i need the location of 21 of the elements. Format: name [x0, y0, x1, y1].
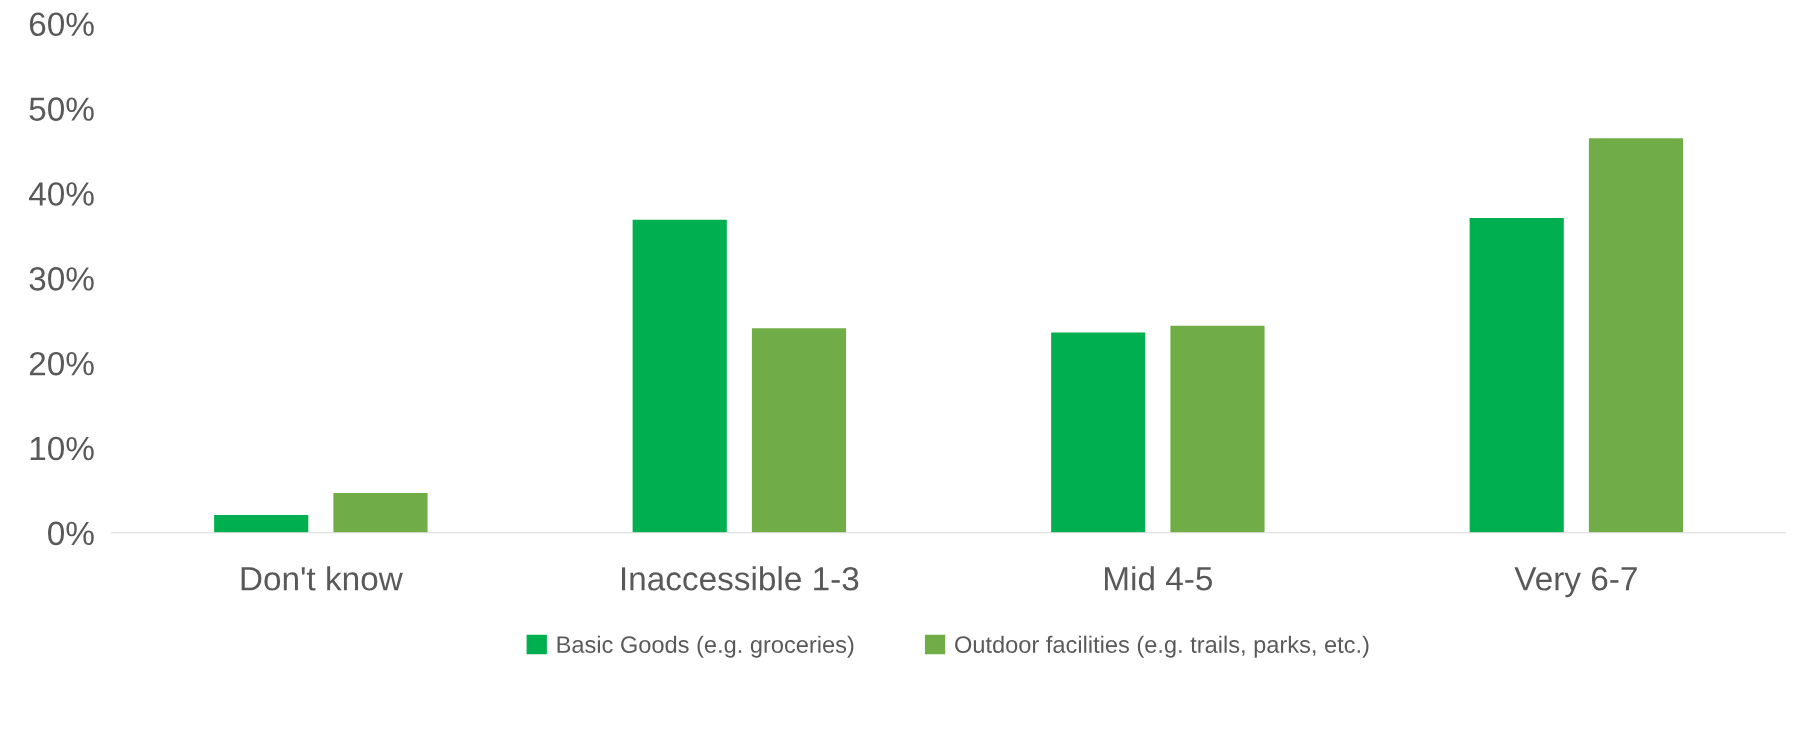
bar	[1469, 217, 1564, 533]
x-tick-label: Mid 4-5	[1105, 566, 1213, 591]
bar	[214, 514, 309, 533]
bar	[1588, 138, 1684, 533]
y-tick-label: 40%	[28, 182, 94, 206]
y-tick-label: 60%	[29, 12, 94, 37]
bar	[333, 492, 428, 533]
legend-label: Basic Goods (e.g. groceries)	[557, 635, 854, 658]
bar	[1170, 325, 1265, 533]
bar	[751, 328, 847, 533]
y-tick-label: 10%	[30, 436, 94, 461]
bar	[632, 219, 727, 533]
y-tick-label: 50%	[29, 97, 94, 121]
y-tick-label: 0%	[48, 521, 94, 546]
y-tick-label: 30%	[29, 267, 94, 291]
legend-label: Outdoor facilities (e.g. trails, parks, etc.)	[955, 635, 1369, 658]
x-tick-label: Inaccessible 1-3	[622, 566, 859, 591]
x-tick-label: Don't know	[241, 566, 403, 591]
bar	[1051, 332, 1146, 533]
y-tick-label: 20%	[29, 351, 94, 376]
x-tick-label: Very 6-7	[1514, 567, 1637, 598]
